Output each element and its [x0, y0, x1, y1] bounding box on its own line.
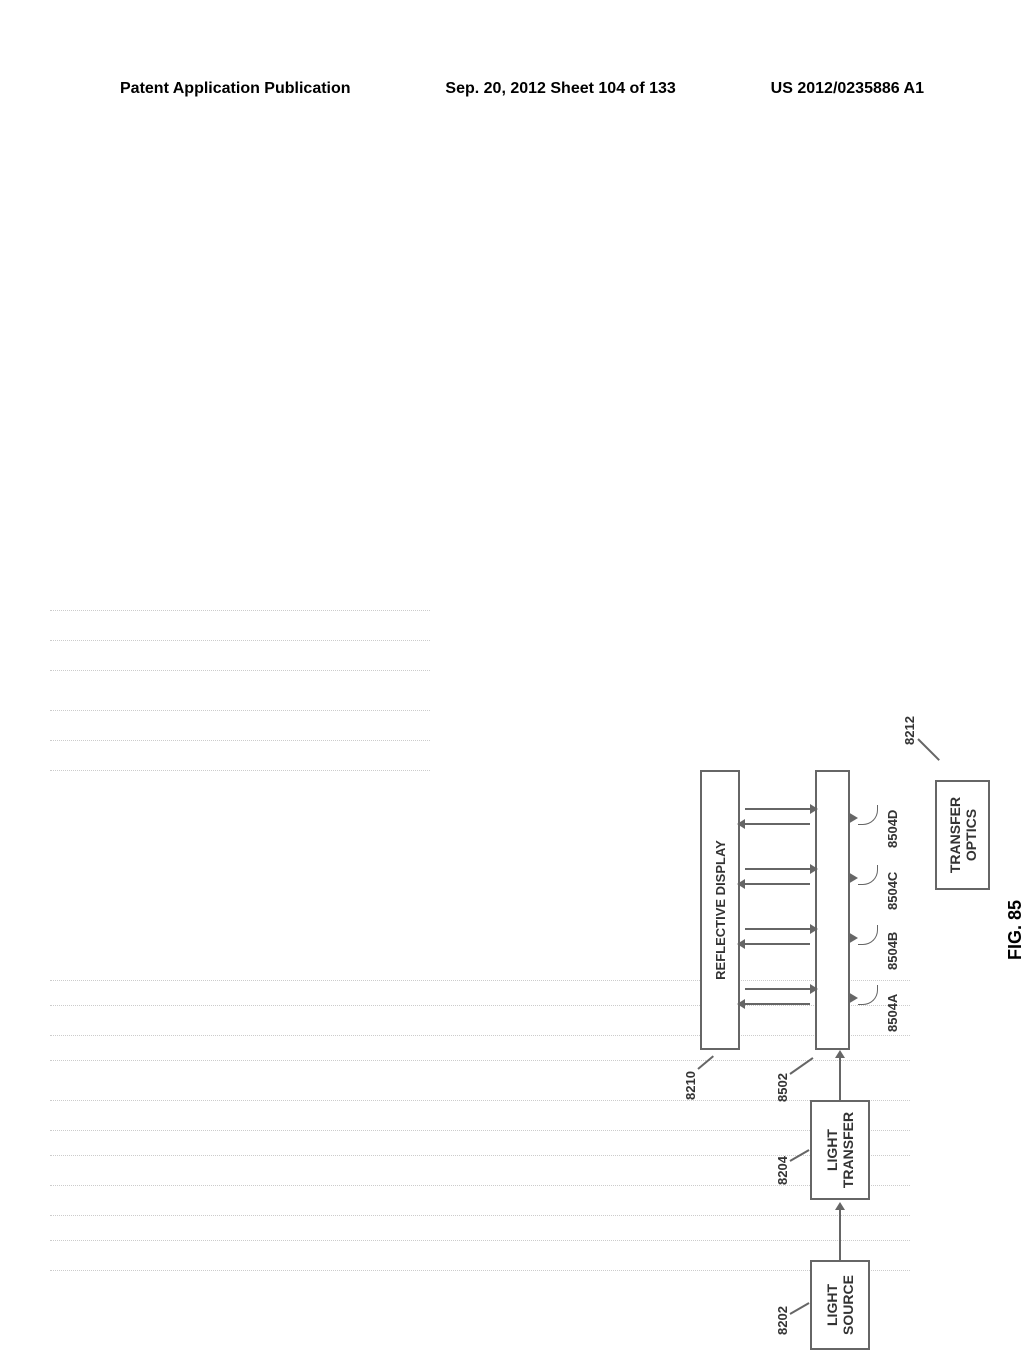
light-source-label: LIGHT SOURCE [824, 1275, 856, 1335]
arrow-up-1 [745, 1003, 810, 1005]
leader-8204 [790, 1149, 810, 1162]
mirror-notch-d [848, 812, 858, 824]
ref-8204: 8204 [775, 1156, 790, 1185]
header-left: Patent Application Publication [120, 80, 351, 98]
diagram-container: LIGHT SOURCE LIGHT TRANSFER REFLECTIVE D… [80, 180, 930, 1180]
leader-8504c [858, 865, 878, 885]
arrow-up-4 [745, 823, 810, 825]
arrow-up-3 [745, 883, 810, 885]
arrow-transfer-to-wedge [839, 1058, 841, 1100]
transfer-optics-label: TRANSFER OPTICS [947, 797, 979, 873]
reflective-display-box: REFLECTIVE DISPLAY [700, 770, 740, 1050]
figure-label: FIG. 85 [1005, 900, 1024, 960]
figure-content: LIGHT SOURCE LIGHT TRANSFER REFLECTIVE D… [530, 530, 1024, 1230]
header-right: US 2012/0235886 A1 [771, 80, 924, 98]
light-transfer-box: LIGHT TRANSFER [810, 1100, 870, 1200]
wedge-element [815, 770, 850, 1050]
leader-8504b [858, 925, 878, 945]
ref-8202: 8202 [775, 1306, 790, 1335]
mirror-notch-c [848, 872, 858, 884]
leader-8210 [697, 1055, 714, 1069]
leader-8504a [858, 985, 878, 1005]
leader-8212 [917, 738, 940, 761]
arrow-down-1 [745, 988, 810, 990]
mirror-notch-b [848, 932, 858, 944]
light-source-box: LIGHT SOURCE [810, 1260, 870, 1350]
reflective-display-label: REFLECTIVE DISPLAY [713, 840, 728, 980]
arrow-down-4 [745, 808, 810, 810]
leader-8502 [789, 1057, 813, 1075]
ref-8504c: 8504C [885, 872, 900, 910]
ref-8504b: 8504B [885, 932, 900, 970]
ref-8210: 8210 [683, 1071, 698, 1100]
transfer-optics-box: TRANSFER OPTICS [935, 780, 990, 890]
ref-8504a: 8504A [885, 994, 900, 1032]
ref-8504d: 8504D [885, 810, 900, 848]
arrow-up-2 [745, 943, 810, 945]
arrow-down-2 [745, 928, 810, 930]
leader-8504d [858, 805, 878, 825]
mirror-notch-a [848, 992, 858, 1004]
arrow-down-3 [745, 868, 810, 870]
ref-8502: 8502 [775, 1073, 790, 1102]
ref-8212: 8212 [902, 716, 917, 745]
page-header: Patent Application Publication Sep. 20, … [120, 80, 924, 98]
header-center: Sep. 20, 2012 Sheet 104 of 133 [445, 80, 675, 98]
light-transfer-label: LIGHT TRANSFER [824, 1112, 856, 1188]
arrow-source-to-transfer [839, 1210, 841, 1260]
